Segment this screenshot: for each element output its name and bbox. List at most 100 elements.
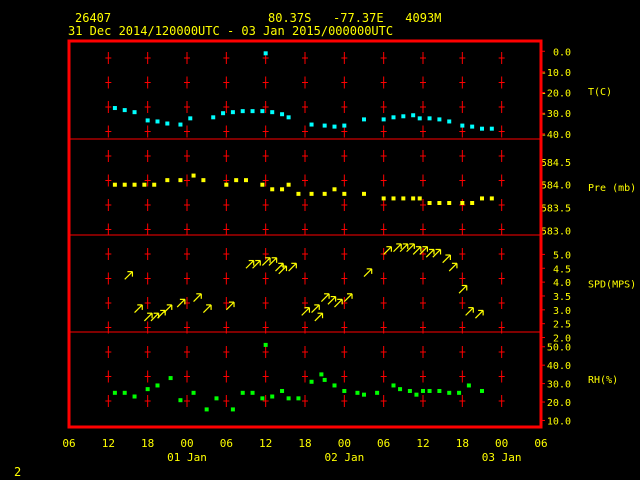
rh-point <box>155 383 160 388</box>
temp-point <box>178 122 183 127</box>
wind-arrow <box>225 301 235 311</box>
wind-arrow <box>275 262 284 272</box>
temp-point <box>332 124 337 129</box>
pres-point <box>112 182 117 187</box>
rh-point <box>270 394 275 399</box>
rh-point <box>391 383 396 388</box>
temp-point <box>470 124 475 129</box>
temp-point <box>165 121 170 126</box>
temp-point <box>280 112 285 117</box>
y-tick-label: 583.0 <box>541 226 571 237</box>
wind-arrow <box>163 304 173 314</box>
pres-point <box>401 196 406 201</box>
y-tick-label: 40.0 <box>547 361 571 372</box>
rh-point <box>286 396 291 401</box>
rh-point <box>447 390 452 395</box>
y-tick-label: 30.0 <box>547 380 571 391</box>
rh-point <box>191 390 196 395</box>
y-tick-label: 584.0 <box>541 181 571 192</box>
wind-arrow <box>363 268 373 277</box>
y-tick-label: 0.0 <box>553 47 571 58</box>
temp-point <box>188 116 193 121</box>
rh-point <box>332 383 337 388</box>
page-number: 2 <box>14 465 22 479</box>
pres-point <box>201 178 206 183</box>
y-tick-label: 10.0 <box>547 416 571 427</box>
temp-point <box>437 117 442 122</box>
pres-point <box>178 178 183 183</box>
rh-point <box>319 372 324 377</box>
wind-arrow <box>193 293 202 302</box>
x-tick-label: 12 <box>259 437 272 450</box>
wind-arrow <box>343 293 353 302</box>
temp-point <box>401 114 406 119</box>
wind-arrow <box>320 293 330 302</box>
temp-point <box>122 108 127 113</box>
wind-arrow <box>448 262 458 272</box>
y-tick-label: 2.5 <box>553 320 571 331</box>
rh-point <box>398 387 403 392</box>
wind-arrow <box>252 260 261 269</box>
pres-point <box>122 182 127 187</box>
rh-point <box>309 379 314 384</box>
rh-point <box>375 390 380 395</box>
pres-point <box>362 191 366 196</box>
station-id: 26407 <box>75 11 112 25</box>
temp-point <box>155 119 160 124</box>
temp-point <box>230 110 235 115</box>
y-tick-label: 50.0 <box>547 343 571 354</box>
station-location: 80.37S -77.37E 4093M <box>268 11 442 25</box>
x-tick-label: 06 <box>220 437 233 450</box>
x-tick-label: 06 <box>534 437 547 450</box>
pres-point <box>332 187 337 192</box>
temp-point <box>145 118 150 123</box>
rh-point <box>240 390 245 395</box>
pres-point <box>224 182 229 187</box>
y-tick-label: -10.0 <box>541 68 571 79</box>
x-tick-label: 18 <box>456 437 469 450</box>
wind-arrow <box>458 285 468 294</box>
pres-point <box>480 196 484 201</box>
rh-point <box>421 388 425 393</box>
wind-arrow <box>288 262 297 272</box>
x-tick-label: 00 <box>180 437 193 450</box>
wind-arrow <box>268 257 278 266</box>
rh-point <box>168 376 173 381</box>
day-label: 02 Jan <box>324 451 364 464</box>
panel-label-pres: Pre (mb) <box>588 183 636 194</box>
y-tick-label: 3.0 <box>553 306 571 317</box>
temp-point <box>391 115 396 120</box>
x-tick-label: 12 <box>416 437 429 450</box>
x-tick-label: 06 <box>377 437 390 450</box>
rh-point <box>260 396 265 401</box>
temp-point <box>480 126 484 131</box>
temp-point <box>447 119 452 124</box>
pres-point <box>427 201 432 205</box>
pres-point <box>260 182 265 187</box>
temp-point <box>286 115 291 120</box>
temp-point <box>322 123 327 128</box>
rh-point <box>362 392 366 397</box>
rh-point <box>466 383 471 388</box>
temp-point <box>417 116 422 121</box>
temp-point <box>240 109 245 114</box>
rh-point <box>407 388 412 393</box>
pres-point <box>280 187 285 192</box>
y-tick-label: 4.0 <box>553 278 571 289</box>
pres-point <box>322 191 327 196</box>
pres-point <box>286 182 291 187</box>
pres-point <box>152 182 157 187</box>
rh-point <box>427 388 432 393</box>
wind-arrow <box>134 304 143 314</box>
wind-arrow <box>245 260 255 269</box>
y-tick-label: -20.0 <box>541 89 571 100</box>
panel-label-rh: RH(%) <box>588 375 618 386</box>
x-tick-label: 06 <box>62 437 75 450</box>
rh-point <box>145 387 150 392</box>
pres-point <box>391 196 396 201</box>
rh-point <box>414 392 419 397</box>
rh-point <box>204 407 209 412</box>
y-tick-label: 3.5 <box>553 292 571 303</box>
wind-arrow <box>412 246 422 255</box>
pres-point <box>437 201 442 205</box>
